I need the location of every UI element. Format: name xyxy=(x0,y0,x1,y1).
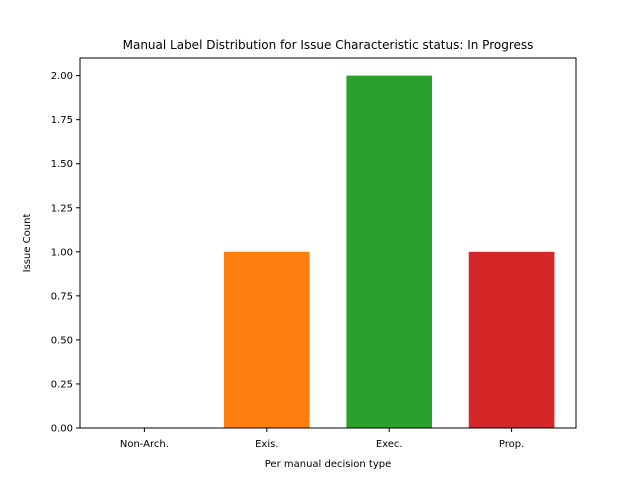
x-tick-label: Non-Arch. xyxy=(120,439,169,450)
y-axis-ticks: 0.00 0.25 0.50 0.75 1.00 1.25 1.50 1.75 2.00 xyxy=(51,71,80,435)
x-tick-label: Exec. xyxy=(376,439,403,450)
x-axis-ticks: Non-Arch. Exis. Exec. Prop. xyxy=(120,428,524,450)
y-tick-label: 1.50 xyxy=(51,159,73,170)
y-tick-label: 0.75 xyxy=(51,291,73,302)
y-tick-label: 1.75 xyxy=(51,115,73,126)
y-axis-label: Issue Count xyxy=(22,214,33,273)
bar-exec xyxy=(346,75,433,428)
y-tick-label: 0.00 xyxy=(51,424,73,435)
x-axis-label: Per manual decision type xyxy=(265,459,391,470)
y-tick-label: 0.25 xyxy=(51,379,73,390)
bar-exis xyxy=(223,251,310,428)
bar-prop xyxy=(468,251,555,428)
x-tick-label: Prop. xyxy=(499,439,524,450)
x-tick-label: Exis. xyxy=(255,439,278,450)
y-tick-label: 1.25 xyxy=(51,203,73,214)
y-tick-label: 0.50 xyxy=(51,335,73,346)
chart-title: Manual Label Distribution for Issue Char… xyxy=(123,38,534,52)
y-tick-label: 1.00 xyxy=(51,247,73,258)
y-tick-label: 2.00 xyxy=(51,71,73,82)
bars-group xyxy=(223,75,555,428)
plot-frame xyxy=(79,57,577,429)
